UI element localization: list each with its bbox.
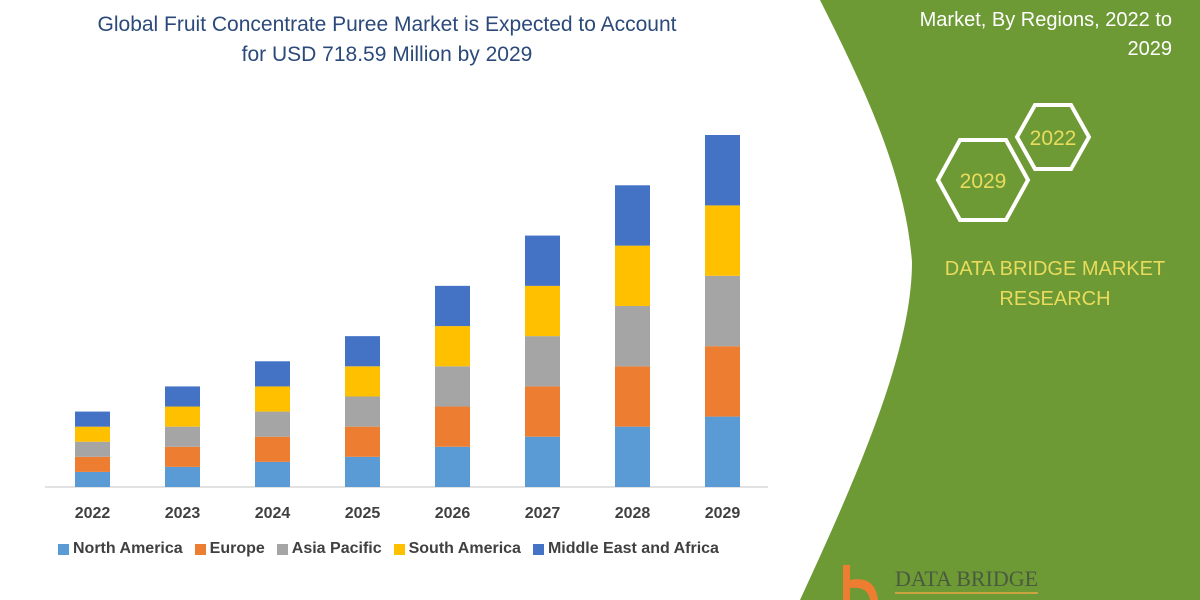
x-tick-label: 2028 [615, 505, 651, 522]
bar-segment-2029-north-america [705, 416, 740, 487]
legend-item: North America [58, 540, 183, 558]
bar-segment-2022-south-america [75, 426, 110, 442]
subtitle-line-2: 2029 [1127, 38, 1173, 60]
bar-segment-2025-north-america [345, 456, 380, 487]
bar-segment-2024-middle-east-and-africa [255, 361, 290, 387]
x-tick-label: 2025 [345, 505, 381, 522]
hexagon-2022 [1014, 103, 1092, 171]
x-tick-labels: 2022 2023 2024 2025 2026 2027 2028 2029 [75, 505, 741, 522]
legend: North America Europe Asia Pacific South Ame… [58, 540, 719, 558]
x-tick-label: 2026 [435, 505, 471, 522]
bar-segment-2026-asia-pacific [435, 366, 470, 407]
bar-segment-2029-middle-east-and-africa [705, 135, 740, 206]
bar-segment-2023-europe [165, 446, 200, 467]
legend-swatch [194, 543, 206, 555]
x-tick-label: 2027 [525, 505, 561, 522]
bar-segment-2029-asia-pacific [705, 275, 740, 347]
x-tick-label: 2029 [705, 505, 741, 522]
legend-swatch [276, 543, 288, 555]
bar-segment-2028-middle-east-and-africa [615, 185, 650, 246]
bar-segment-2027-north-america [525, 436, 560, 487]
bar-segment-2029-europe [705, 346, 740, 417]
hex-label-2029: 2029 [960, 170, 1007, 193]
bar-segment-2023-south-america [165, 406, 200, 427]
x-tick-label: 2023 [165, 505, 201, 522]
bar-segment-2028-south-america [615, 245, 650, 306]
bar-segment-2027-middle-east-and-africa [525, 235, 560, 286]
bar-segment-2023-middle-east-and-africa [165, 386, 200, 407]
chart-title: Global Fruit Concentrate Puree Market is… [40, 10, 734, 70]
bar-segment-2029-south-america [705, 205, 740, 276]
bar-segment-2023-asia-pacific [165, 426, 200, 447]
bar-segment-2024-asia-pacific [255, 411, 290, 437]
bar-segment-2025-europe [345, 426, 380, 457]
legend-label: South America [408, 540, 521, 557]
legend-swatch [532, 543, 544, 555]
title-line-2: for USD 718.59 Million by 2029 [241, 43, 533, 66]
x-tick-label: 2022 [75, 505, 111, 522]
bar-segment-2024-south-america [255, 386, 290, 412]
bar-segment-2022-north-america [75, 471, 110, 487]
bar-segment-2023-north-america [165, 466, 200, 487]
bar-segment-2024-europe [255, 436, 290, 462]
legend-item: Asia Pacific [276, 540, 382, 558]
bar-segment-2025-middle-east-and-africa [345, 336, 380, 367]
bar-segment-2022-europe [75, 456, 110, 472]
legend-label: North America [73, 540, 183, 557]
legend-swatch [58, 543, 69, 555]
subtitle-line-1: Market, By Regions, 2022 to [919, 9, 1172, 31]
hexagon-2029 [935, 138, 1031, 222]
bar-segment-2026-south-america [435, 326, 470, 367]
green-panel [800, 0, 1200, 600]
bar-segment-2025-asia-pacific [345, 396, 380, 427]
bar-segment-2028-europe [615, 366, 650, 427]
bar-segment-2026-middle-east-and-africa [435, 285, 470, 327]
brand-line-2: RESEARCH [999, 288, 1111, 310]
bar-segment-2026-europe [435, 406, 470, 447]
logo-icon [843, 565, 878, 600]
logo-text: DATA BRIDGE [895, 566, 1039, 594]
bar-segment-2027-asia-pacific [525, 336, 560, 387]
bar-segment-2022-middle-east-and-africa [75, 411, 110, 427]
bar-segment-2025-south-america [345, 366, 380, 397]
legend-item: Middle East and Africa [532, 540, 719, 558]
bars [75, 135, 740, 487]
brand-line-1: DATA BRIDGE MARKET [944, 258, 1166, 280]
panel-subtitle: Market, By Regions, 2022 to 2029 [832, 6, 1172, 64]
bar-segment-2027-south-america [525, 285, 560, 337]
legend-item: Europe [194, 540, 265, 558]
legend-label: Europe [209, 540, 265, 557]
legend-label: Middle East and Africa [547, 540, 719, 557]
bar-segment-2027-europe [525, 386, 560, 437]
legend-label: Asia Pacific [291, 540, 382, 557]
bar-segment-2022-asia-pacific [75, 441, 110, 457]
title-line-1: Global Fruit Concentrate Puree Market is… [97, 13, 677, 36]
legend-item: South America [393, 540, 521, 558]
bar-segment-2028-north-america [615, 426, 650, 487]
bar-segment-2028-asia-pacific [615, 305, 650, 367]
hex-label-2022: 2022 [1030, 127, 1077, 150]
brand-name: DATA BRIDGE MARKET RESEARCH [915, 254, 1195, 314]
legend-swatch [393, 543, 405, 555]
bar-segment-2024-north-america [255, 461, 290, 487]
x-tick-label: 2024 [255, 505, 291, 522]
bar-segment-2026-north-america [435, 446, 470, 487]
